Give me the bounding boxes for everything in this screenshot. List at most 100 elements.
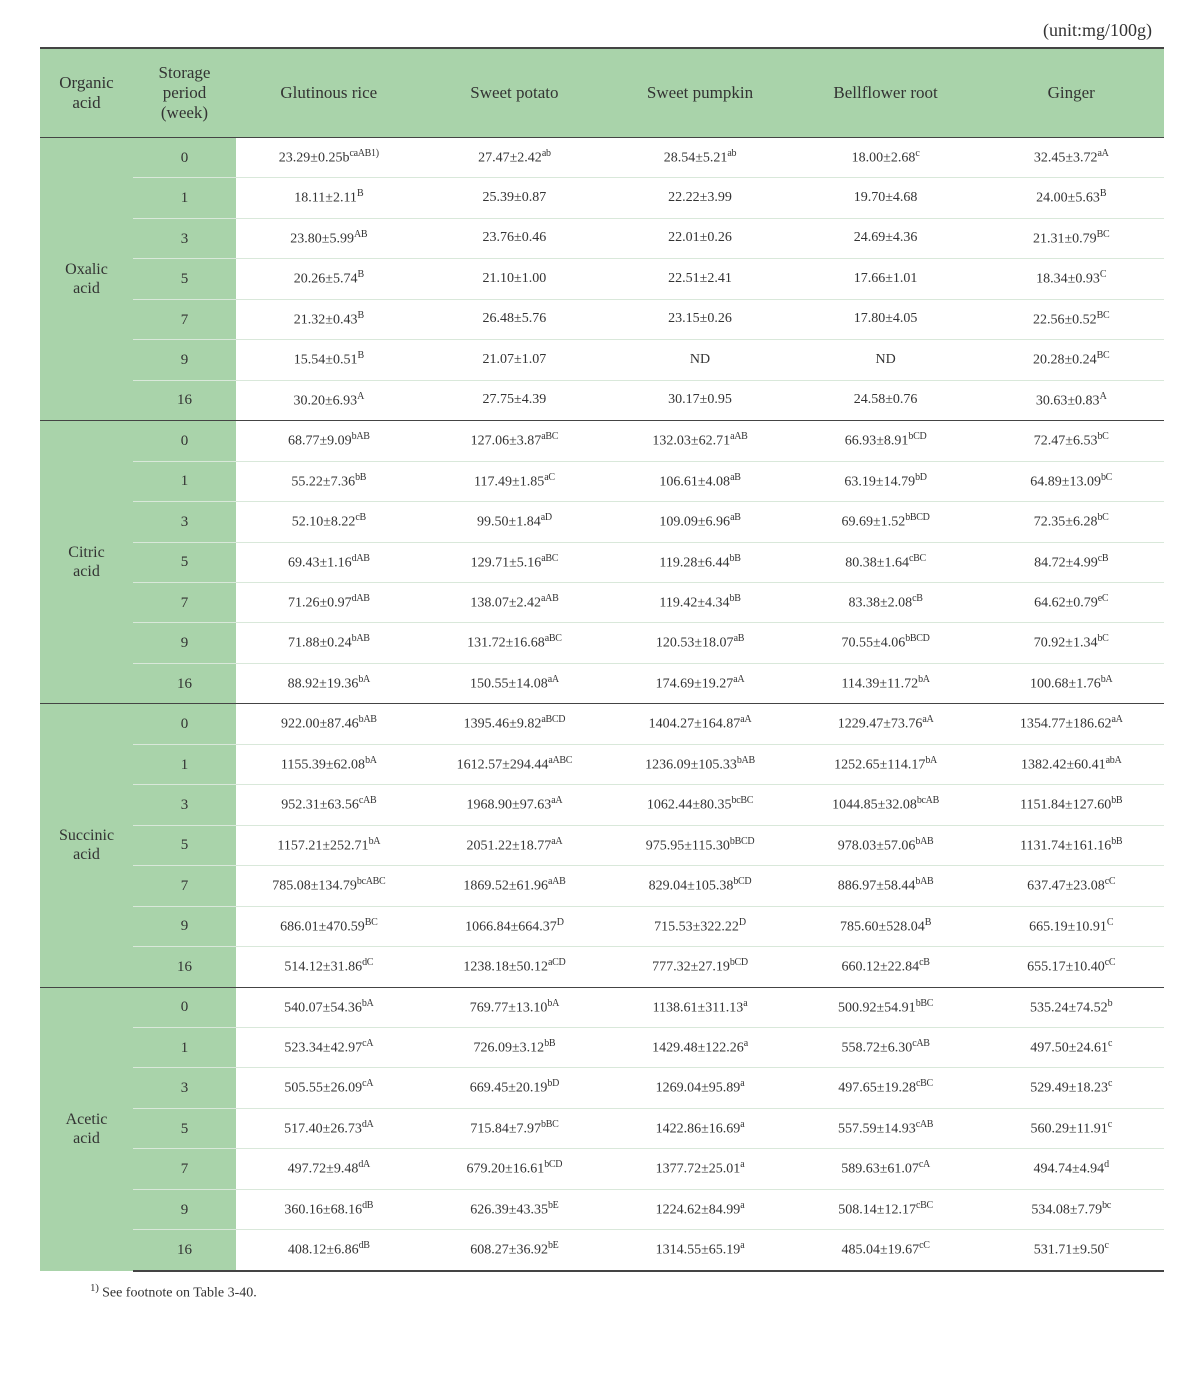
table-header-row: Organicacid Storageperiod(week) Glutinou… bbox=[40, 48, 1164, 138]
value-cell: 408.12±6.86dB bbox=[236, 1230, 422, 1271]
value-cell: 514.12±31.86dC bbox=[236, 947, 422, 987]
value-cell: 886.97±58.44bAB bbox=[793, 866, 979, 906]
value-cell: 72.47±6.53bC bbox=[978, 421, 1164, 461]
week-cell: 5 bbox=[133, 1108, 236, 1148]
value-cell: 28.54±5.21ab bbox=[607, 138, 793, 178]
value-cell: 30.17±0.95 bbox=[607, 380, 793, 420]
value-cell: 84.72±4.99cB bbox=[978, 542, 1164, 582]
table-row: 569.43±1.16dAB129.71±5.16aBC119.28±6.44b… bbox=[40, 542, 1164, 582]
value-cell: 1062.44±80.35bcBC bbox=[607, 785, 793, 825]
value-cell: 24.58±0.76 bbox=[793, 380, 979, 420]
value-cell: 1377.72±25.01a bbox=[607, 1149, 793, 1189]
value-cell: 1236.09±105.33bAB bbox=[607, 744, 793, 784]
value-cell: 129.71±5.16aBC bbox=[422, 542, 608, 582]
value-cell: 1157.21±252.71bA bbox=[236, 825, 422, 865]
table-row: Oxalicacid023.29±0.25bcaAB1)27.47±2.42ab… bbox=[40, 138, 1164, 178]
value-cell: 69.69±1.52bBCD bbox=[793, 502, 979, 542]
value-cell: 21.10±1.00 bbox=[422, 259, 608, 299]
acid-name: Succinicacid bbox=[40, 704, 133, 987]
table-row: 11155.39±62.08bA1612.57±294.44aABC1236.0… bbox=[40, 744, 1164, 784]
value-cell: 665.19±10.91C bbox=[978, 906, 1164, 946]
value-cell: 497.72±9.48dA bbox=[236, 1149, 422, 1189]
week-cell: 3 bbox=[133, 1068, 236, 1108]
table-row: 51157.21±252.71bA2051.22±18.77aA975.95±1… bbox=[40, 825, 1164, 865]
value-cell: 1354.77±186.62aA bbox=[978, 704, 1164, 744]
value-cell: 22.01±0.26 bbox=[607, 218, 793, 258]
table-row: 155.22±7.36bB117.49±1.85aC106.61±4.08aB6… bbox=[40, 461, 1164, 501]
week-cell: 5 bbox=[133, 825, 236, 865]
week-cell: 16 bbox=[133, 380, 236, 420]
value-cell: 660.12±22.84cB bbox=[793, 947, 979, 987]
table-row: 971.88±0.24bAB131.72±16.68aBC120.53±18.0… bbox=[40, 623, 1164, 663]
week-cell: 0 bbox=[133, 987, 236, 1027]
col-sweet-potato: Sweet potato bbox=[422, 48, 608, 138]
value-cell: 829.04±105.38bCD bbox=[607, 866, 793, 906]
value-cell: 529.49±18.23c bbox=[978, 1068, 1164, 1108]
value-cell: 30.20±6.93A bbox=[236, 380, 422, 420]
value-cell: 64.62±0.79eC bbox=[978, 582, 1164, 622]
value-cell: 20.26±5.74B bbox=[236, 259, 422, 299]
value-cell: 32.45±3.72aA bbox=[978, 138, 1164, 178]
acid-name: Aceticacid bbox=[40, 987, 133, 1271]
value-cell: 589.63±61.07cA bbox=[793, 1149, 979, 1189]
value-cell: 26.48±5.76 bbox=[422, 299, 608, 339]
week-cell: 9 bbox=[133, 906, 236, 946]
table-row: 1688.92±19.36bA150.55±14.08aA174.69±19.2… bbox=[40, 663, 1164, 703]
table-row: 323.80±5.99AB23.76±0.4622.01±0.2624.69±4… bbox=[40, 218, 1164, 258]
value-cell: 534.08±7.79bc bbox=[978, 1189, 1164, 1229]
value-cell: 1612.57±294.44aABC bbox=[422, 744, 608, 784]
value-cell: 1155.39±62.08bA bbox=[236, 744, 422, 784]
table-row: 16514.12±31.86dC1238.18±50.12aCD777.32±2… bbox=[40, 947, 1164, 987]
value-cell: 540.07±54.36bA bbox=[236, 987, 422, 1027]
week-cell: 7 bbox=[133, 299, 236, 339]
value-cell: 17.66±1.01 bbox=[793, 259, 979, 299]
value-cell: 523.34±42.97cA bbox=[236, 1027, 422, 1067]
week-cell: 9 bbox=[133, 1189, 236, 1229]
col-sweet-pumpkin: Sweet pumpkin bbox=[607, 48, 793, 138]
value-cell: 508.14±12.17cBC bbox=[793, 1189, 979, 1229]
value-cell: 21.07±1.07 bbox=[422, 340, 608, 380]
value-cell: 174.69±19.27aA bbox=[607, 663, 793, 703]
value-cell: 88.92±19.36bA bbox=[236, 663, 422, 703]
value-cell: 117.49±1.85aC bbox=[422, 461, 608, 501]
table-row: 3505.55±26.09cA669.45±20.19bD1269.04±95.… bbox=[40, 1068, 1164, 1108]
table-row: 3952.31±63.56cAB1968.90±97.63aA1062.44±8… bbox=[40, 785, 1164, 825]
value-cell: 68.77±9.09bAB bbox=[236, 421, 422, 461]
value-cell: 1252.65±114.17bA bbox=[793, 744, 979, 784]
week-cell: 5 bbox=[133, 542, 236, 582]
table-row: 1630.20±6.93A27.75±4.3930.17±0.9524.58±0… bbox=[40, 380, 1164, 420]
value-cell: 785.60±528.04B bbox=[793, 906, 979, 946]
value-cell: 560.29±11.91c bbox=[978, 1108, 1164, 1148]
value-cell: 497.50±24.61c bbox=[978, 1027, 1164, 1067]
value-cell: 1238.18±50.12aCD bbox=[422, 947, 608, 987]
value-cell: 637.47±23.08cC bbox=[978, 866, 1164, 906]
value-cell: 64.89±13.09bC bbox=[978, 461, 1164, 501]
value-cell: 1066.84±664.37D bbox=[422, 906, 608, 946]
value-cell: 23.29±0.25bcaAB1) bbox=[236, 138, 422, 178]
value-cell: 99.50±1.84aD bbox=[422, 502, 608, 542]
value-cell: 1429.48±122.26a bbox=[607, 1027, 793, 1067]
value-cell: 558.72±6.30cAB bbox=[793, 1027, 979, 1067]
value-cell: 669.45±20.19bD bbox=[422, 1068, 608, 1108]
value-cell: 18.11±2.11B bbox=[236, 178, 422, 218]
col-ginger: Ginger bbox=[978, 48, 1164, 138]
value-cell: 626.39±43.35bE bbox=[422, 1189, 608, 1229]
value-cell: ND bbox=[793, 340, 979, 380]
value-cell: 715.84±7.97bBC bbox=[422, 1108, 608, 1148]
value-cell: 952.31±63.56cAB bbox=[236, 785, 422, 825]
table-row: 7497.72±9.48dA679.20±16.61bCD1377.72±25.… bbox=[40, 1149, 1164, 1189]
value-cell: 517.40±26.73dA bbox=[236, 1108, 422, 1148]
col-organic-acid: Organicacid bbox=[40, 48, 133, 138]
table-row: 771.26±0.97dAB138.07±2.42aAB119.42±4.34b… bbox=[40, 582, 1164, 622]
week-cell: 7 bbox=[133, 866, 236, 906]
table-row: 9686.01±470.59BC1066.84±664.37D715.53±32… bbox=[40, 906, 1164, 946]
table-body: Oxalicacid023.29±0.25bcaAB1)27.47±2.42ab… bbox=[40, 138, 1164, 1271]
value-cell: 777.32±27.19bCD bbox=[607, 947, 793, 987]
week-cell: 1 bbox=[133, 178, 236, 218]
value-cell: 19.70±4.68 bbox=[793, 178, 979, 218]
value-cell: 1968.90±97.63aA bbox=[422, 785, 608, 825]
week-cell: 9 bbox=[133, 340, 236, 380]
week-cell: 7 bbox=[133, 582, 236, 622]
value-cell: 1404.27±164.87aA bbox=[607, 704, 793, 744]
footnote-text: See footnote on Table 3-40. bbox=[99, 1285, 257, 1300]
